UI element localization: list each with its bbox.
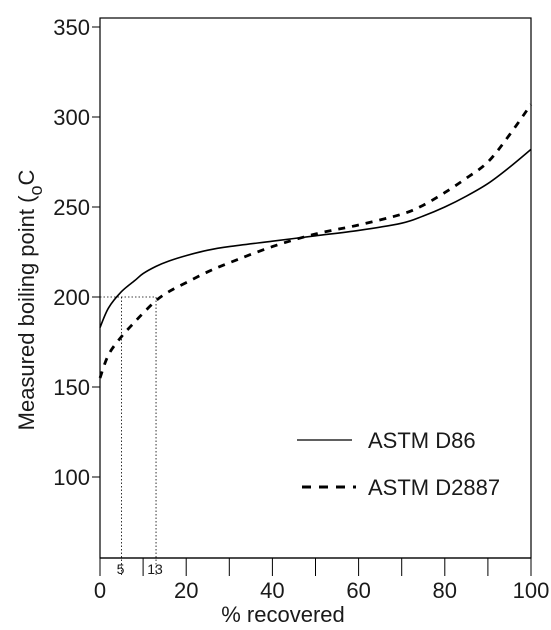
y-axis-title-unit-sub: o: [26, 186, 46, 196]
y-tick-label-150: 150: [53, 375, 90, 400]
series-line-astm-d2887: [98, 103, 533, 379]
y-ticks: [92, 26, 100, 478]
legend-label-d86: ASTM D86: [368, 428, 476, 453]
x-tick-label-20: 20: [174, 578, 198, 603]
y-axis-title: Measured boiling point (oC: [14, 170, 46, 431]
y-axis-title-text: Measured boiling point (: [14, 195, 39, 430]
x-axis-title: % recovered: [221, 602, 345, 627]
y-tick-label-300: 300: [53, 105, 90, 130]
annotation-13: 13: [147, 561, 163, 577]
x-tick-label-40: 40: [260, 578, 284, 603]
legend: ASTM D86 ASTM D2887: [297, 428, 500, 500]
y-axis-title-unit: C: [14, 170, 39, 186]
x-ticks: [99, 558, 532, 576]
series-line-astm-d86: [99, 148, 532, 328]
y-tick-label-250: 250: [53, 195, 90, 220]
y-tick-labels: 100 150 200 250 300 350: [53, 15, 90, 490]
y-tick-label-350: 350: [53, 15, 90, 40]
x-tick-label-80: 80: [433, 578, 457, 603]
x-tick-label-100: 100: [513, 578, 550, 603]
y-tick-label-200: 200: [53, 285, 90, 310]
x-tick-labels: 0 20 40 60 80 100: [94, 578, 549, 603]
x-tick-label-0: 0: [94, 578, 106, 603]
annotation-5: 5: [117, 561, 125, 577]
y-tick-label-100: 100: [53, 465, 90, 490]
x-tick-label-60: 60: [346, 578, 370, 603]
annotation-labels: 5 13: [117, 561, 163, 577]
legend-label-d2887: ASTM D2887: [368, 475, 500, 500]
series-lines: [98, 103, 533, 379]
annotation-guides: [100, 296, 157, 576]
